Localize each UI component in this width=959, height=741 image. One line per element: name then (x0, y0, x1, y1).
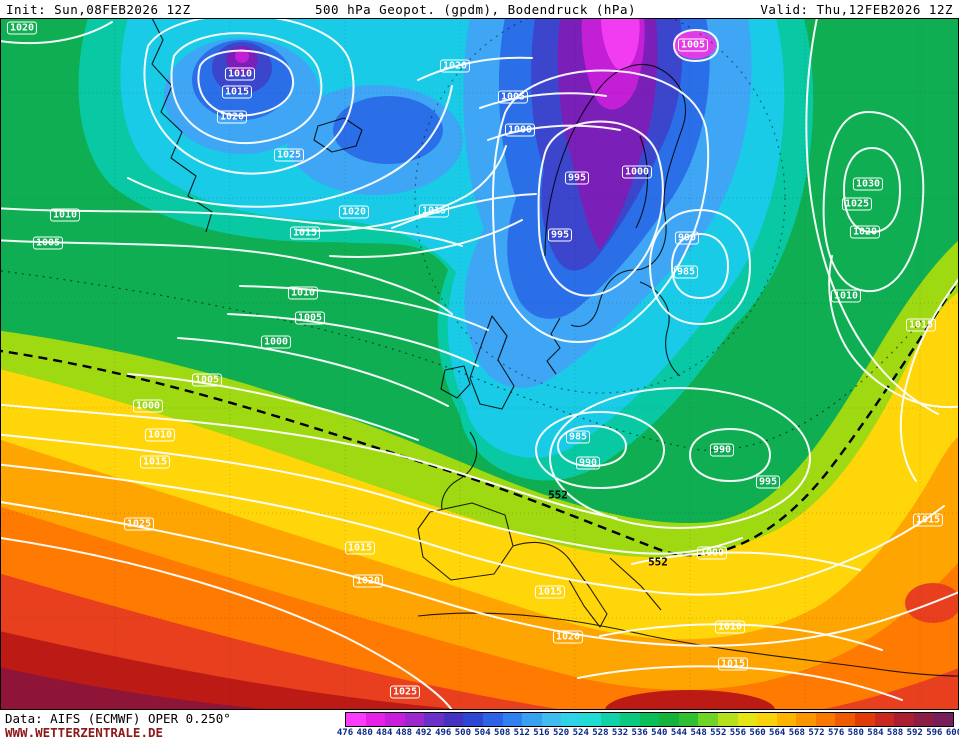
colorbar-segment (874, 713, 895, 726)
colorbar-segment (620, 713, 640, 726)
colorbar-tick-label: 476 (336, 728, 354, 738)
colorbar-tick-label: 576 (827, 728, 845, 738)
colorbar-tick-label: 496 (435, 728, 452, 738)
colorbar-tick-label: 504 (474, 728, 491, 738)
colorbar-segment (776, 713, 797, 726)
colorbar-tick-label: 540 (651, 728, 668, 738)
colorbar-ticks: 476 480 484 488 492 496 500 504 508 512 516 520 524 5… (337, 728, 959, 739)
colorbar-tick-label: 492 (415, 728, 432, 738)
colorbar-tick-label: 568 (788, 728, 805, 738)
map-title: 500 hPa Geopot. (gpdm), Bodendruck (hPa) (314, 2, 636, 17)
colorbar-tick-label: 488 (395, 728, 413, 738)
colorbar-segment (404, 713, 425, 726)
colorbar-tick-label: 500 (454, 728, 471, 738)
colorbar-segment (443, 713, 464, 726)
footer-bar: Data: AIFS (ECMWF) OPER 0.250° WWW.WETTE… (0, 710, 959, 741)
credits: Data: AIFS (ECMWF) OPER 0.250° WWW.WETTE… (5, 710, 335, 740)
colorbar-segment (933, 713, 953, 726)
init-time: Init: Sun,08FEB2026 12Z (6, 2, 191, 17)
header-bar: Init: Sun,08FEB2026 12Z 500 hPa Geopot. … (0, 0, 959, 18)
colorbar-tick-label: 548 (690, 728, 707, 738)
colorbar-segment (913, 713, 934, 726)
colorbar-segment (659, 713, 679, 726)
colorbar-tick-label: 600 (945, 728, 959, 738)
isobar-lines-layer (0, 18, 959, 710)
colorbar-segment (639, 713, 660, 726)
colorbar-tick-label: 508 (494, 728, 511, 738)
colorbar-segment (796, 713, 816, 726)
colorbar-tick-label: 552 (710, 728, 727, 738)
colorbar-segment (365, 713, 386, 726)
colorbar-segment (855, 713, 875, 726)
colorbar-segment (698, 713, 718, 726)
colorbar-tick-label: 592 (906, 728, 923, 738)
colorbar-segment (737, 713, 758, 726)
colorbar-tick-label: 528 (592, 728, 609, 738)
colorbar-segment (502, 713, 523, 726)
coastline-layer (151, 18, 959, 677)
colorbar-segment (717, 713, 738, 726)
colorbar-tick-label: 480 (356, 728, 373, 738)
colorbar-segment (483, 713, 503, 726)
colorbar-segment (600, 713, 621, 726)
colorbar-segment (894, 713, 914, 726)
colorbar-segments (345, 712, 954, 727)
weather-map: 1020 1010 1015 1020 1025 1020 1015 1015 1010 1005… (0, 18, 959, 710)
colorbar: 476 480 484 488 492 496 500 504 508 512 516 520 524 5… (337, 712, 959, 739)
colorbar-segment (424, 713, 444, 726)
colorbar-tick-label: 556 (729, 728, 747, 738)
colorbar-segment (463, 713, 484, 726)
valid-time: Valid: Thu,12FEB2026 12Z (760, 2, 953, 17)
colorbar-tick-label: 536 (631, 728, 648, 738)
colorbar-tick-label: 516 (533, 728, 550, 738)
colorbar-tick-label: 484 (376, 728, 393, 738)
contour-fill-layer (0, 18, 959, 710)
colorbar-tick-label: 560 (749, 728, 766, 738)
colorbar-tick-label: 596 (926, 728, 943, 738)
colorbar-segment (541, 713, 562, 726)
colorbar-tick-label: 588 (886, 728, 904, 738)
colorbar-tick-label: 544 (670, 728, 688, 738)
colorbar-segment (561, 713, 581, 726)
colorbar-segment (385, 713, 405, 726)
geopotential-lines-layer (0, 18, 959, 557)
colorbar-tick-label: 564 (769, 728, 786, 738)
colorbar-segment (835, 713, 856, 726)
colorbar-tick-label: 532 (611, 728, 629, 738)
colorbar-tick-label: 580 (847, 728, 864, 738)
colorbar-tick-label: 572 (808, 728, 825, 738)
colorbar-tick-label: 520 (552, 728, 570, 738)
data-source: Data: AIFS (ECMWF) OPER 0.250° (5, 710, 231, 726)
colorbar-tick-label: 584 (867, 728, 884, 738)
colorbar-segment (678, 713, 699, 726)
colorbar-segment (815, 713, 836, 726)
colorbar-segment (580, 713, 601, 726)
colorbar-tick-label: 512 (513, 728, 530, 738)
colorbar-segment (757, 713, 777, 726)
colorbar-tick-label: 524 (572, 728, 589, 738)
colorbar-segment (346, 713, 366, 726)
colorbar-segment (522, 713, 542, 726)
map-canvas (0, 18, 959, 710)
website: WWW.WETTERZENTRALE.DE (5, 724, 164, 740)
